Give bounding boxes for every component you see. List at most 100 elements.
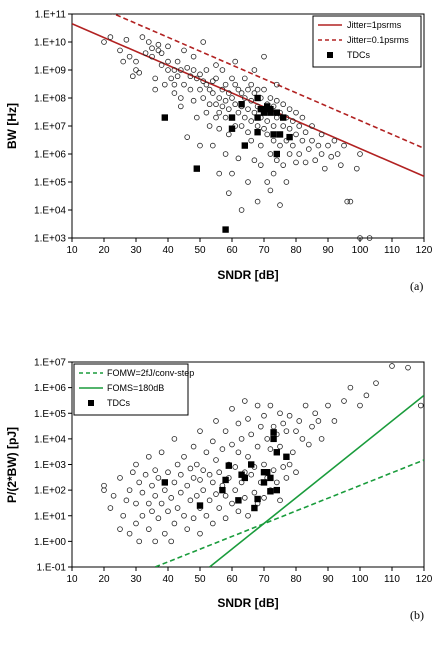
adc-point <box>286 412 293 419</box>
x-tick-label: 100 <box>352 574 369 585</box>
adc-point <box>149 482 155 489</box>
tdc-point <box>286 133 293 141</box>
adc-point <box>318 131 325 138</box>
tdc-point <box>193 165 200 172</box>
adc-point <box>190 443 197 450</box>
adc-point <box>245 453 251 460</box>
x-tick-label: 90 <box>322 245 334 256</box>
adc-point <box>181 453 187 460</box>
adc-point <box>130 469 136 476</box>
adc-point <box>162 530 168 537</box>
adc-point <box>334 151 341 157</box>
x-axis-label-b: SNDR [dB] <box>217 596 278 610</box>
adc-point <box>242 95 248 101</box>
adc-point <box>286 106 293 112</box>
adc-point <box>200 95 207 101</box>
adc-point <box>146 453 152 460</box>
adc-point <box>238 90 245 96</box>
y-axis-a: 1.E+03 1.E+04 1.E+05 1.E+06 1.E+07 1.E+08 1.E+… <box>34 10 72 245</box>
adc-point <box>123 497 130 504</box>
adc-point <box>302 129 309 136</box>
adc-point <box>309 137 315 144</box>
adc-point <box>174 58 181 65</box>
adc-point <box>289 449 296 456</box>
adc-point <box>296 123 303 129</box>
x-tick-label: 50 <box>194 574 206 585</box>
adc-point <box>296 151 303 157</box>
x-axis-label-a: SNDR [dB] <box>217 268 278 282</box>
adc-point <box>261 53 267 60</box>
adc-point <box>331 137 338 144</box>
adc-point <box>264 436 271 442</box>
adc-point <box>136 479 143 486</box>
adc-point <box>309 423 315 430</box>
adc-point <box>305 441 312 448</box>
adc-point <box>347 198 354 205</box>
adc-point <box>267 95 274 101</box>
adc-point <box>261 125 267 132</box>
adc-point <box>130 73 136 80</box>
adc-point <box>165 67 171 73</box>
adc-point <box>187 73 194 80</box>
x-tick-label: 40 <box>162 245 174 256</box>
tdc-point <box>225 462 232 469</box>
adc-point <box>190 97 197 104</box>
adc-point <box>229 75 235 82</box>
adc-point <box>171 67 178 73</box>
adc-point <box>248 471 255 478</box>
adc-point <box>200 487 207 493</box>
adc-point <box>155 475 162 481</box>
y-tick-label: 1.E+03 <box>34 234 66 245</box>
y-axis-label-b: P/(2*BW) [pJ] <box>5 427 19 503</box>
x-tick-label: 70 <box>258 574 270 585</box>
legend-label-tdcs-a: TDCs <box>347 50 370 60</box>
adc-point <box>158 62 165 68</box>
adc-point <box>248 118 255 124</box>
tdc-point <box>228 114 236 121</box>
adc-point <box>165 469 171 476</box>
adc-point <box>216 109 223 116</box>
adc-point <box>203 67 210 73</box>
adc-point <box>293 159 299 166</box>
adc-point <box>181 81 187 88</box>
x-tick-label: 10 <box>66 574 78 585</box>
adc-point <box>229 500 235 507</box>
adc-point <box>235 449 242 456</box>
tdc-point <box>280 114 287 121</box>
adc-point <box>347 384 354 391</box>
adc-point <box>219 446 226 452</box>
adc-point <box>232 464 239 470</box>
tdc-points-b <box>161 429 290 512</box>
adc-point <box>257 162 264 168</box>
adc-point <box>222 428 229 434</box>
adc-point <box>245 179 251 185</box>
y-axis-b: 1.E-01 1.E+00 1.E+01 1.E+02 1.E+03 1.E+04 1.E+… <box>34 358 72 574</box>
adc-point <box>200 467 207 473</box>
adc-point <box>248 137 255 144</box>
adc-point <box>194 75 200 82</box>
legend-label-tdcs-b: TDCs <box>107 398 130 408</box>
adc-point <box>162 487 168 493</box>
adc-point <box>312 410 319 417</box>
adc-point <box>197 428 203 434</box>
adc-point <box>216 125 223 132</box>
tdc-point <box>270 429 277 436</box>
adc-point <box>280 420 287 427</box>
legend-label-foms: FOMS=180dB <box>107 383 164 393</box>
adc-point <box>315 142 322 149</box>
adc-point <box>235 508 242 515</box>
adc-point <box>152 86 159 93</box>
tdc-point <box>254 129 261 136</box>
adc-point <box>171 436 178 442</box>
tdc-point <box>273 449 280 456</box>
adc-point <box>139 34 146 40</box>
adc-point <box>235 86 242 93</box>
adc-point <box>133 520 139 527</box>
adc-point <box>242 114 248 121</box>
y-tick-label: 1.E+00 <box>34 537 66 548</box>
tdc-point <box>219 486 226 494</box>
tdc-point <box>248 461 255 468</box>
adc-point <box>270 137 277 144</box>
tdc-point <box>238 101 245 108</box>
